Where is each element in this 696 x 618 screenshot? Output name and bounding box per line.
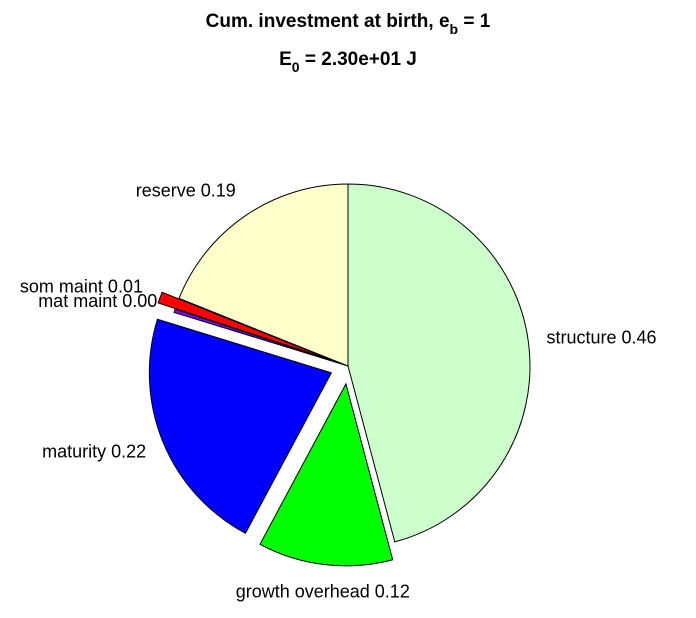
pie-slice [178, 183, 349, 367]
chart-title: Cum. investment at birth, eb = 1 [206, 11, 491, 37]
title-sub: b [450, 21, 459, 37]
slice-label: growth overhead 0.12 [236, 581, 410, 601]
title-sub: 0 [292, 59, 300, 75]
title-part: = 1 [458, 11, 491, 32]
title-part: = 2.30e+01 J [300, 49, 417, 70]
slice-label: mat maint 0.00 [38, 291, 157, 311]
pie-slice [148, 318, 333, 534]
slice-label: structure 0.46 [547, 328, 657, 348]
title-part: Cum. investment at birth, e [206, 11, 450, 32]
pie-slice [157, 291, 332, 361]
pie-slice [173, 308, 349, 367]
chart-subtitle: E0 = 2.30e+01 J [279, 49, 417, 75]
title-part: E [279, 49, 292, 70]
pie-slice [259, 382, 394, 567]
slice-label: reserve 0.19 [136, 181, 236, 201]
slice-label: maturity 0.22 [42, 442, 146, 462]
pie-slice [347, 183, 531, 543]
slice-label: som maint 0.01 [20, 277, 143, 297]
